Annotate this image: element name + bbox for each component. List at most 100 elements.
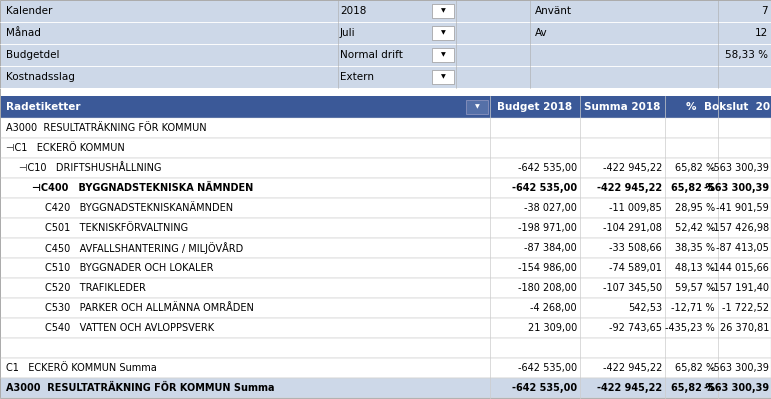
Bar [0,318,771,338]
Text: Extern: Extern [340,72,374,82]
Bar [0,118,771,138]
Bar [0,298,771,318]
Text: Juli: Juli [340,28,355,38]
Text: -87 384,00: -87 384,00 [524,243,577,253]
Text: 52,42 %: 52,42 % [675,223,715,233]
Text: C450   AVFALLSHANTERING / MILJÖVÅRD: C450 AVFALLSHANTERING / MILJÖVÅRD [45,242,243,254]
Text: 59,57 %: 59,57 % [675,283,715,293]
Text: Normal drift: Normal drift [340,50,403,60]
Text: -198 971,00: -198 971,00 [518,223,577,233]
Text: -154 986,00: -154 986,00 [518,263,577,273]
Text: C530   PARKER OCH ALLMÄNNA OMRÅDEN: C530 PARKER OCH ALLMÄNNA OMRÅDEN [45,303,254,313]
Text: -563 300,39: -563 300,39 [704,183,769,193]
Text: -563 300,39: -563 300,39 [704,383,769,393]
Text: -107 345,50: -107 345,50 [603,283,662,293]
Text: -422 945,22: -422 945,22 [597,183,662,193]
Text: -41 901,59: -41 901,59 [716,203,769,213]
Text: %: % [685,102,696,112]
Text: 65,82 %: 65,82 % [671,383,715,393]
Text: -38 027,00: -38 027,00 [524,203,577,213]
Bar [0,378,771,398]
Text: 28,95 %: 28,95 % [675,203,715,213]
Text: C520   TRAFIKLEDER: C520 TRAFIKLEDER [45,283,146,293]
Bar [466,100,488,114]
Text: -157 426,98: -157 426,98 [710,223,769,233]
Bar [0,358,771,378]
Text: 26 370,81: 26 370,81 [719,323,769,333]
Text: -642 535,00: -642 535,00 [512,383,577,393]
Bar [0,338,771,358]
Text: A3000  RESULTATRÄKNING FÖR KOMMUN Summa: A3000 RESULTATRÄKNING FÖR KOMMUN Summa [6,383,274,393]
Bar [0,138,771,158]
Bar [0,218,771,238]
Text: ⊣C1   ECKERÖ KOMMUN: ⊣C1 ECKERÖ KOMMUN [6,143,125,153]
Text: -422 945,22: -422 945,22 [603,363,662,373]
Bar [0,198,771,218]
Bar [0,238,771,258]
Text: A3000  RESULTATRÄKNING FÖR KOMMUN: A3000 RESULTATRÄKNING FÖR KOMMUN [6,123,207,133]
Text: Summa 2018: Summa 2018 [584,102,660,112]
Text: 542,53: 542,53 [628,303,662,313]
Text: ▼: ▼ [440,30,446,36]
Text: 12: 12 [755,28,768,38]
Text: ▼: ▼ [440,75,446,79]
Text: ⊣C400   BYGGNADSTEKNISKA NÄMNDEN: ⊣C400 BYGGNADSTEKNISKA NÄMNDEN [32,183,253,193]
Text: ▼: ▼ [475,105,480,109]
Bar [0,0,771,22]
Text: ▼: ▼ [440,8,446,14]
Text: C540   VATTEN OCH AVLOPPSVERK: C540 VATTEN OCH AVLOPPSVERK [45,323,214,333]
Text: -33 508,66: -33 508,66 [609,243,662,253]
Text: -563 300,39: -563 300,39 [710,363,769,373]
Text: Budget 2018: Budget 2018 [497,102,572,112]
Text: 38,35 %: 38,35 % [675,243,715,253]
Text: 65,82 %: 65,82 % [675,163,715,173]
Text: C1   ECKERÖ KOMMUN Summa: C1 ECKERÖ KOMMUN Summa [6,363,157,373]
Text: -642 535,00: -642 535,00 [518,363,577,373]
Text: Månad: Månad [6,28,41,38]
Bar [0,66,771,88]
Bar [0,258,771,278]
Text: -92 743,65: -92 743,65 [609,323,662,333]
Text: -642 535,00: -642 535,00 [512,183,577,193]
Text: -422 945,22: -422 945,22 [603,163,662,173]
Text: -563 300,39: -563 300,39 [710,163,769,173]
Bar [432,70,454,84]
Text: -4 268,00: -4 268,00 [530,303,577,313]
Text: Av: Av [535,28,547,38]
Text: Kalender: Kalender [6,6,52,16]
Text: -144 015,66: -144 015,66 [710,263,769,273]
Text: Bokslut  2017: Bokslut 2017 [704,102,771,112]
Bar [432,26,454,40]
Text: -12,71 %: -12,71 % [672,303,715,313]
Text: C501   TEKNISKFÖRVALTNING: C501 TEKNISKFÖRVALTNING [45,223,188,233]
Text: 65,82 %: 65,82 % [671,183,715,193]
Bar [0,44,771,66]
Text: -157 191,40: -157 191,40 [710,283,769,293]
Text: Kostnadsslag: Kostnadsslag [6,72,75,82]
Text: 58,33 %: 58,33 % [725,50,768,60]
Bar [432,4,454,18]
Text: 21 309,00: 21 309,00 [528,323,577,333]
Text: -11 009,85: -11 009,85 [609,203,662,213]
Bar [0,96,771,118]
Text: 2018: 2018 [340,6,366,16]
Bar [0,178,771,198]
Text: -1 722,52: -1 722,52 [722,303,769,313]
Bar [0,158,771,178]
Text: -422 945,22: -422 945,22 [597,383,662,393]
Text: 48,13 %: 48,13 % [675,263,715,273]
Text: -642 535,00: -642 535,00 [518,163,577,173]
Text: -74 589,01: -74 589,01 [609,263,662,273]
Text: ⊣C10   DRIFTSHUSHÅLLNING: ⊣C10 DRIFTSHUSHÅLLNING [19,163,161,173]
Text: ▼: ▼ [440,53,446,57]
Bar [432,48,454,62]
Text: C420   BYGGNADSTEKNISKANÄMNDEN: C420 BYGGNADSTEKNISKANÄMNDEN [45,203,233,213]
Text: -87 413,05: -87 413,05 [716,243,769,253]
Text: C510   BYGGNADER OCH LOKALER: C510 BYGGNADER OCH LOKALER [45,263,214,273]
Bar [0,88,771,96]
Bar [0,278,771,298]
Text: Radetiketter: Radetiketter [6,102,80,112]
Text: Budgetdel: Budgetdel [6,50,59,60]
Text: 7: 7 [762,6,768,16]
Text: -435,23 %: -435,23 % [665,323,715,333]
